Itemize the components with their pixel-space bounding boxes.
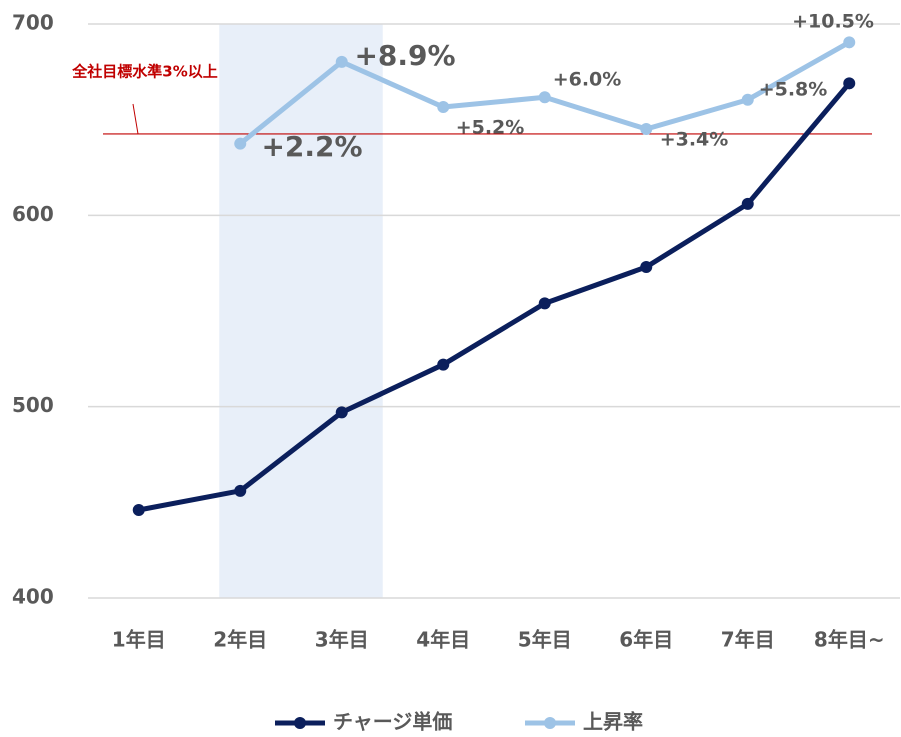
data-label: +2.2% (261, 130, 362, 163)
data-label: +6.0% (553, 69, 622, 91)
highlight-band (219, 24, 383, 598)
legend-label: チャージ単価 (333, 710, 452, 734)
x-tick-label: 3年目 (315, 628, 369, 652)
data-point (843, 36, 856, 49)
x-tick-label: 7年目 (721, 628, 775, 652)
data-point (335, 406, 348, 419)
data-label: +5.2% (456, 117, 525, 139)
y-tick-label: 400 (12, 585, 54, 609)
data-point (538, 297, 551, 310)
x-tick-label: 4年目 (416, 628, 470, 652)
data-label: +8.9% (354, 39, 455, 72)
target-leader (132, 103, 139, 134)
data-label: +3.4% (660, 129, 729, 151)
data-point (132, 503, 145, 516)
data-point (741, 197, 754, 210)
x-tick-label: 5年目 (518, 628, 572, 652)
data-point (234, 484, 247, 497)
y-tick-label: 700 (12, 11, 54, 35)
data-point (843, 77, 856, 90)
x-tick-label: 6年目 (619, 628, 673, 652)
data-point (538, 91, 551, 104)
series-line (138, 81, 852, 513)
data-label: +5.8% (759, 79, 828, 101)
data-point (437, 358, 450, 371)
legend-marker (294, 717, 306, 729)
data-point (640, 260, 653, 273)
data-point (335, 55, 348, 68)
data-point (741, 93, 754, 106)
legend-label: 上昇率 (583, 710, 643, 734)
target-label: 全社目標水準3%以上 (71, 63, 217, 81)
y-tick-label: 600 (12, 202, 54, 226)
y-tick-label: 500 (12, 393, 54, 417)
data-point (640, 123, 653, 136)
legend-marker (544, 717, 556, 729)
data-point (234, 137, 247, 150)
x-tick-label: 2年目 (213, 628, 267, 652)
x-tick-label: 1年目 (112, 628, 166, 652)
data-label: +10.5% (792, 11, 874, 33)
data-point (437, 101, 450, 114)
x-tick-label: 8年目~ (814, 628, 885, 652)
